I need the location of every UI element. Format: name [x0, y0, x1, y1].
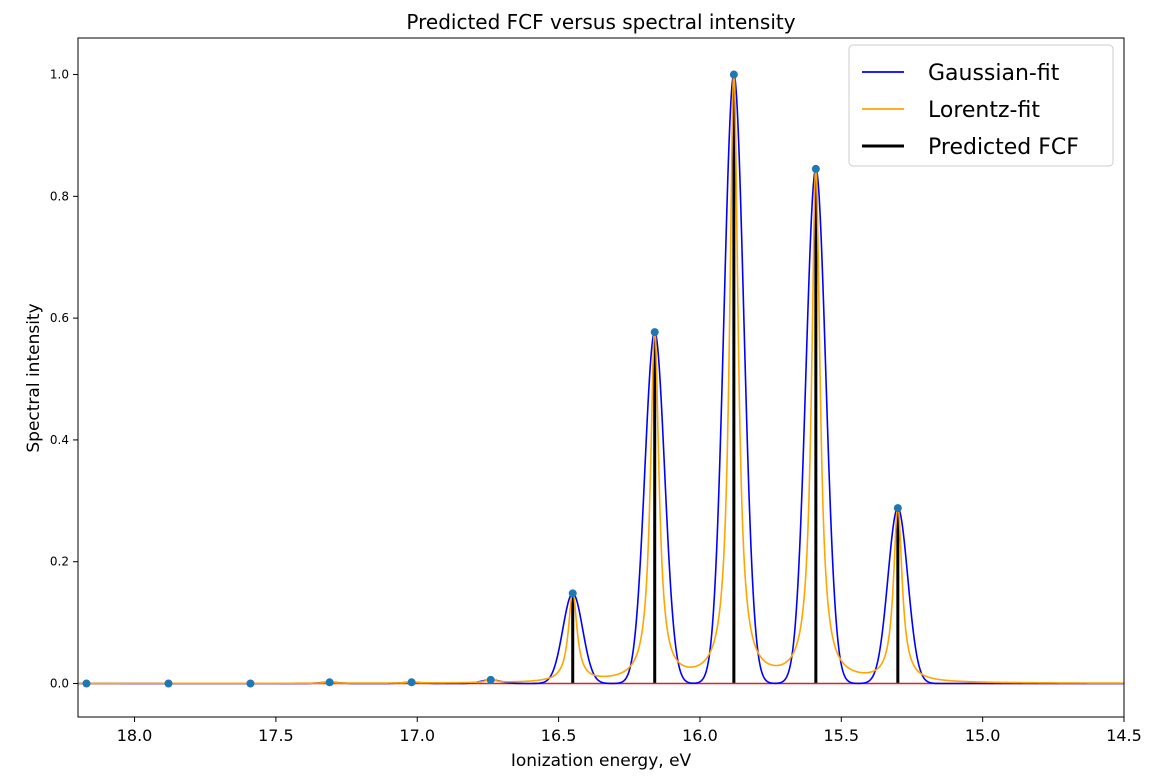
fcf-marker	[325, 678, 334, 687]
fcf-marker	[811, 164, 820, 173]
fcf-marker	[82, 679, 91, 688]
legend-label: Gaussian-fit	[928, 61, 1060, 86]
y-tick-label: 0.0	[50, 677, 69, 691]
fcf-marker	[407, 678, 416, 687]
fcf-marker	[650, 328, 659, 337]
x-tick-label: 16.0	[682, 726, 718, 745]
legend: Gaussian-fit Lorentz-fit Predicted FCF	[848, 44, 1114, 167]
y-axis-label: Spectral intensity	[24, 303, 44, 452]
fcf-marker	[246, 679, 255, 688]
legend-box	[848, 44, 1114, 167]
y-tick-label: 0.2	[50, 555, 69, 569]
x-tick-label: 15.0	[965, 726, 1001, 745]
fcf-marker	[164, 679, 173, 688]
y-tick-label: 0.4	[50, 433, 69, 447]
y-tick-label: 0.6	[50, 311, 69, 325]
x-tick-label: 18.0	[117, 726, 153, 745]
x-tick-label: 16.5	[541, 726, 577, 745]
fcf-marker	[568, 589, 577, 598]
chart-title: Predicted FCF versus spectral intensity	[406, 10, 795, 34]
x-tick-label: 17.0	[399, 726, 435, 745]
legend-label: Lorentz-fit	[928, 98, 1040, 123]
y-tick-label: 1.0	[50, 68, 69, 82]
legend-label: Predicted FCF	[928, 135, 1079, 160]
axes-frame	[77, 37, 1125, 718]
x-tick-label: 14.5	[1106, 726, 1142, 745]
plot-clip-group	[78, 70, 1124, 688]
plot-area	[78, 70, 1124, 688]
axes: 18.0 17.5 17.0 16.5 16.0 15.5 15.0 14.5 0.0 0.2 0.…	[50, 37, 1142, 745]
x-tick-label: 15.5	[823, 726, 859, 745]
x-tick-label: 17.5	[258, 726, 294, 745]
fcf-marker	[729, 70, 738, 79]
fcf-marker	[893, 504, 902, 513]
y-tick-label: 0.8	[50, 189, 69, 203]
fcf-marker	[486, 675, 495, 684]
x-axis-label: Ionization energy, eV	[511, 751, 692, 771]
